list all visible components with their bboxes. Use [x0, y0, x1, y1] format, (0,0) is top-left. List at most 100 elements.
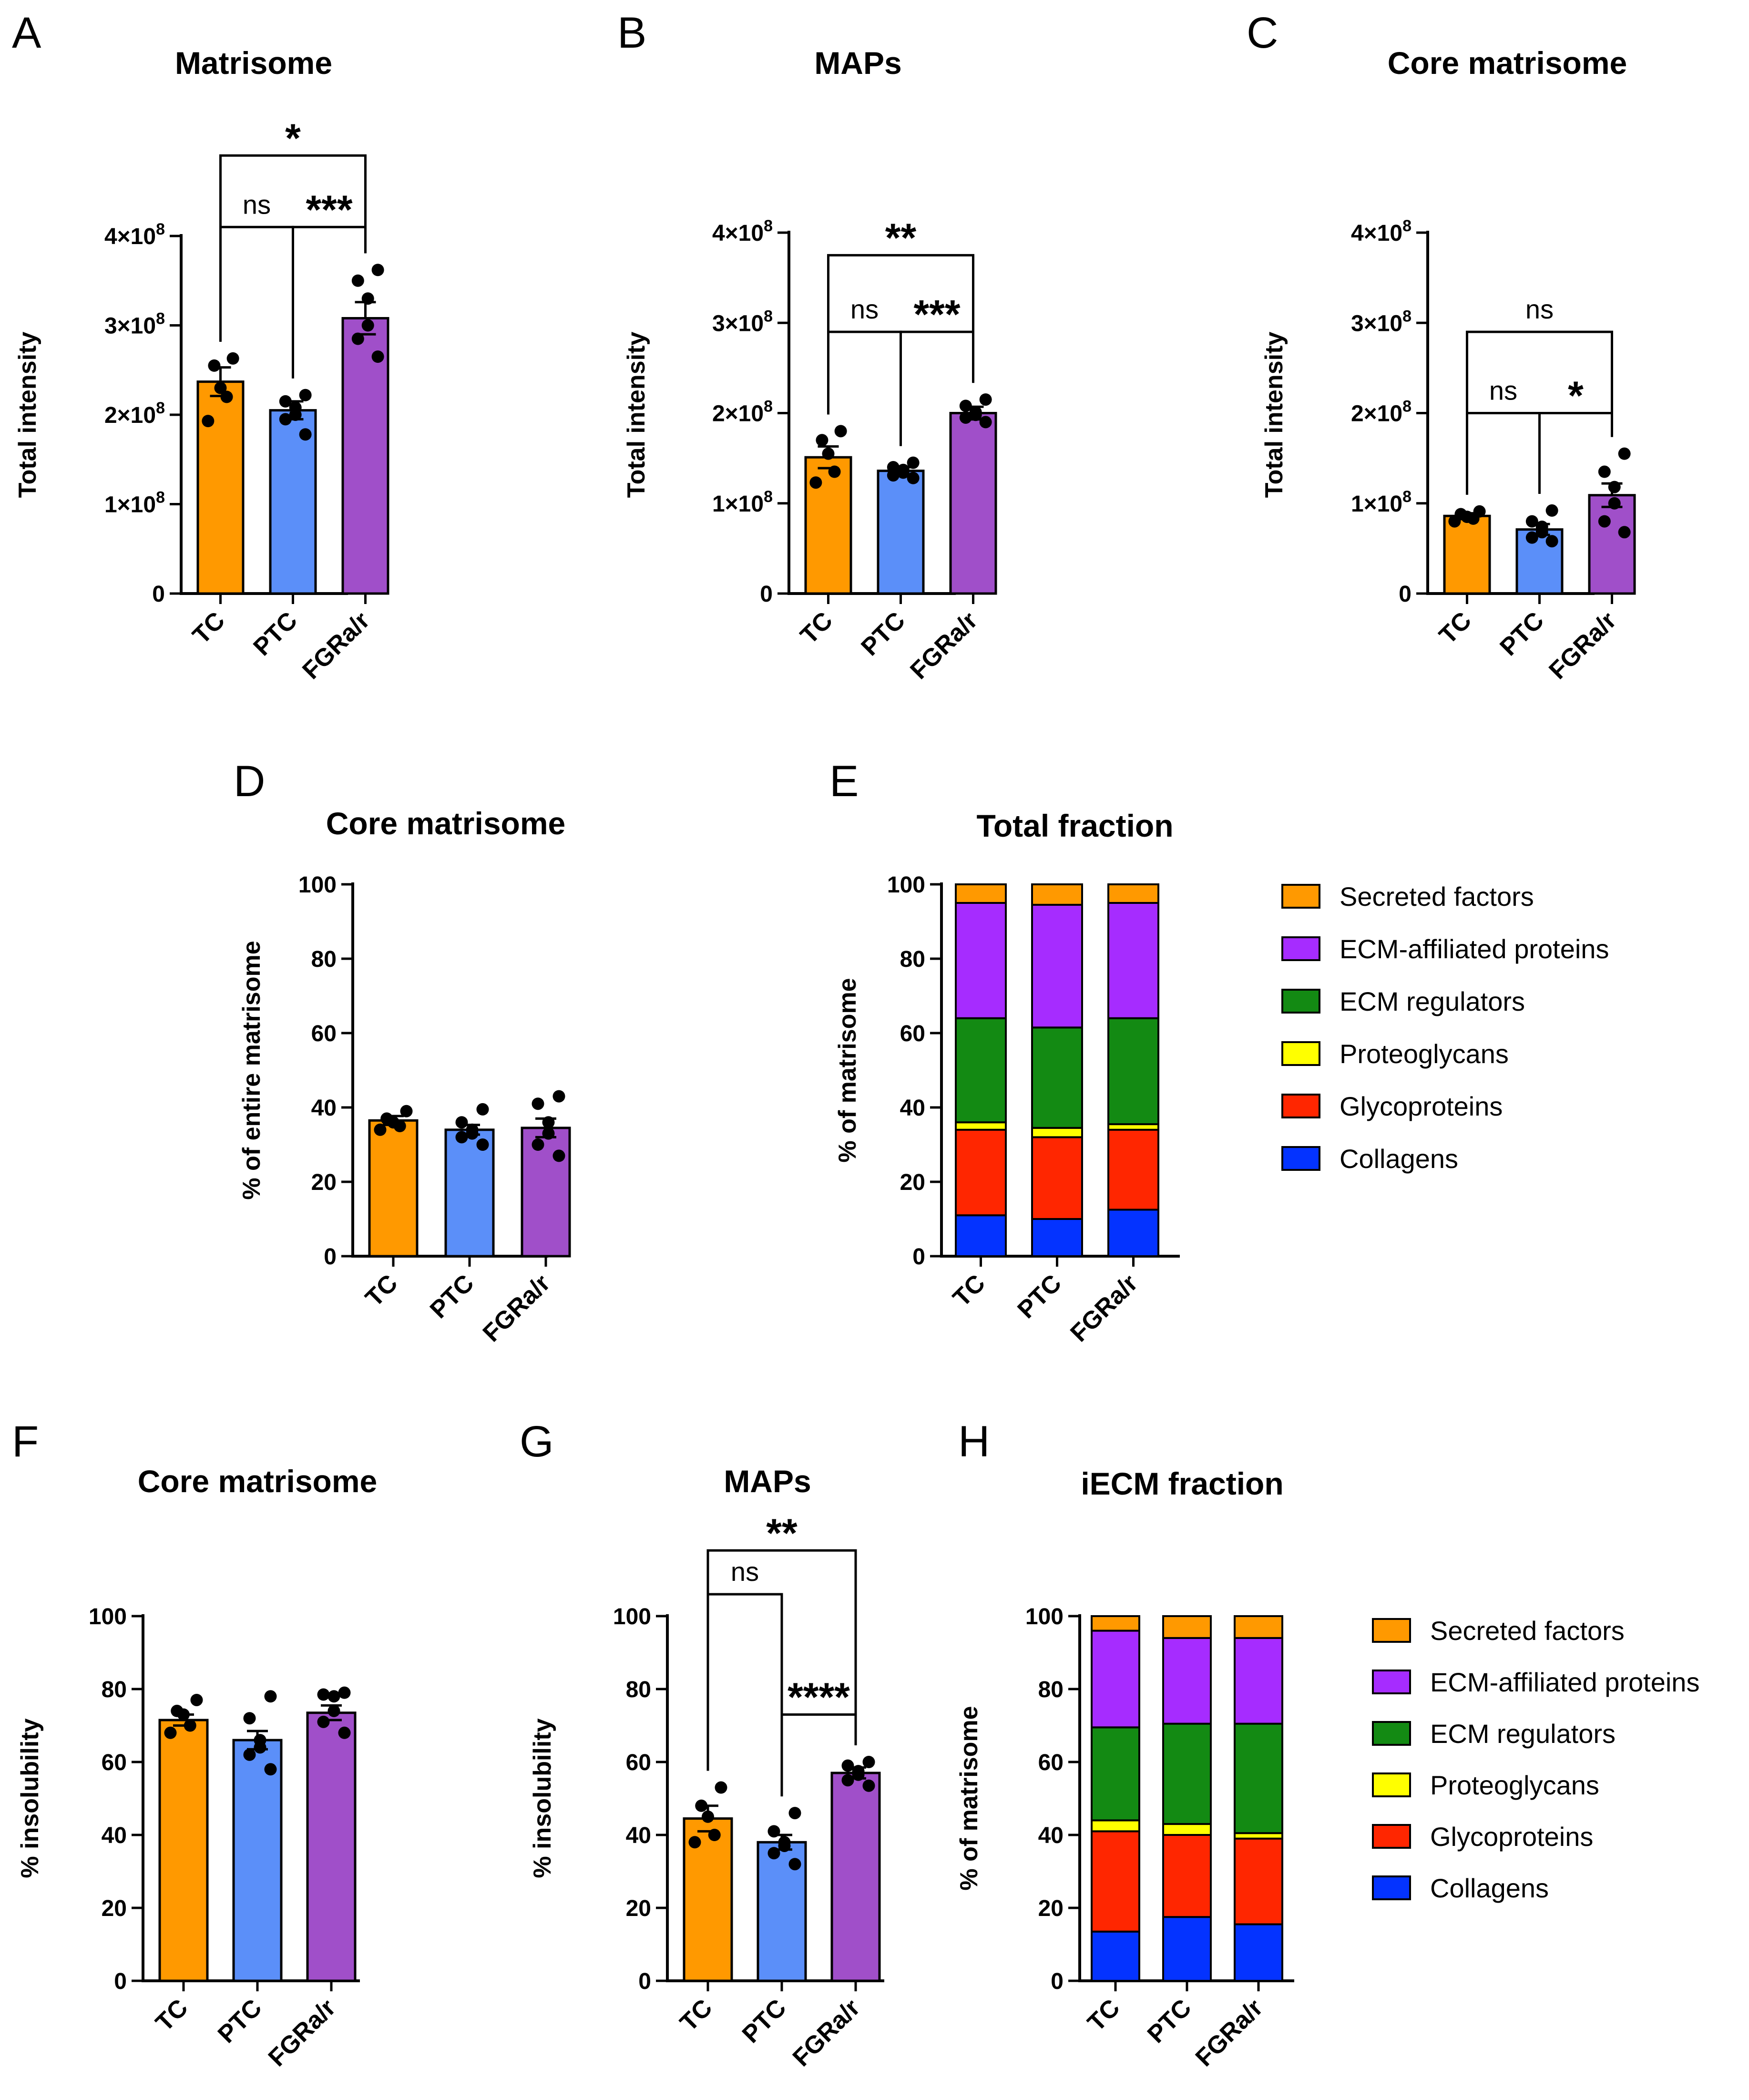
stacked-segment: [1031, 883, 1083, 906]
significance-bracket: ns: [219, 189, 294, 379]
y-axis-label: % insolubility: [529, 1718, 556, 1878]
y-tick-label: 0: [114, 1969, 127, 1994]
panel-title: MAPs: [814, 45, 901, 81]
stacked-segment: [1091, 1819, 1140, 1833]
y-tick-label: 0: [912, 1244, 925, 1270]
data-point: [841, 1774, 854, 1787]
data-point: [862, 1756, 875, 1768]
significance-label: ns: [1525, 294, 1554, 324]
stacked-segment: [1091, 1629, 1140, 1729]
data-point: [959, 411, 972, 424]
legend-swatch: [1372, 1618, 1411, 1643]
legend-item: ECM regulators: [1372, 1719, 1616, 1749]
stacked-segment: [1107, 1017, 1159, 1126]
stacked-segment: [1031, 1136, 1083, 1220]
significance-label: ns: [850, 294, 879, 324]
bar: [877, 470, 925, 595]
panel-title: MAPs: [724, 1464, 811, 1499]
panel-B: B MAPs Total intensity 0 1×108 2×108 3×108 4×10…: [617, 9, 997, 685]
y-tick-label: 0: [1051, 1969, 1064, 1994]
data-point: [1618, 526, 1631, 539]
x-tick-label: PTC: [856, 606, 910, 661]
data-point: [907, 471, 920, 484]
data-point: [969, 409, 982, 421]
y-tick-label: 0: [760, 582, 773, 607]
panel-letter: G: [520, 1417, 554, 1466]
bar: [341, 317, 389, 595]
panel-A: A Matrisome Total intensity 0 1×108 2×108 3×10…: [12, 9, 389, 685]
data-point: [374, 1123, 387, 1136]
stacked-segment: [1162, 1637, 1212, 1725]
bar: [158, 1719, 209, 1982]
bar: [306, 1711, 357, 1982]
panel-title: Total fraction: [976, 808, 1173, 843]
y-tick-label: 40: [1038, 1823, 1064, 1848]
y-tick-label: 60: [102, 1750, 127, 1775]
y-axis-label: % insolubility: [16, 1718, 44, 1878]
x-tick-label: PTC: [213, 1994, 267, 2049]
data-point: [979, 393, 992, 406]
y-tick-label: 100: [887, 872, 925, 898]
stacked-segment: [1031, 1026, 1083, 1129]
bracket-line: [706, 1549, 857, 1771]
data-point: [243, 1748, 256, 1761]
data-point: [1545, 504, 1558, 517]
legend-label: ECM regulators: [1430, 1719, 1616, 1749]
data-point: [1598, 515, 1611, 528]
bar: [949, 412, 997, 595]
legend: Secreted factors ECM-affiliated proteins E…: [1281, 881, 1609, 1174]
legend-swatch: [1372, 1721, 1411, 1746]
data-point: [715, 1781, 727, 1794]
significance-label: ***: [913, 292, 960, 337]
stacked-segment: [1107, 1209, 1159, 1257]
significance-label: ***: [306, 187, 352, 232]
legend-label: ECM-affiliated proteins: [1340, 934, 1609, 964]
data-point: [887, 469, 900, 482]
data-point: [816, 434, 828, 447]
legend-swatch: [1372, 1772, 1411, 1797]
bar: [444, 1128, 495, 1258]
data-point: [552, 1090, 565, 1103]
stacked-segment: [1234, 1722, 1283, 1834]
data-point: [190, 1693, 203, 1706]
data-point: [1598, 465, 1611, 478]
data-point: [552, 1149, 565, 1162]
x-tick-label: FGRa/r: [1544, 606, 1622, 685]
stacked-segment: [1031, 1218, 1083, 1257]
data-point: [767, 1847, 780, 1860]
y-axis-label: Total intensity: [623, 332, 650, 498]
significance-label: ns: [731, 1557, 759, 1587]
panel-D: D Core matrisome % of entire matrisome 0 20 4…: [234, 757, 571, 1347]
y-tick-label: 40: [102, 1823, 127, 1848]
y-axis-label: % of matrisome: [955, 1706, 983, 1890]
legend-swatch: [1281, 989, 1320, 1014]
y-tick-label: 3×108: [104, 310, 165, 339]
panel-letter: H: [958, 1417, 990, 1466]
significance-label: *: [1568, 373, 1584, 418]
data-point: [214, 381, 227, 394]
y-tick-label: 20: [102, 1896, 127, 1921]
stacked-segment: [1162, 1722, 1212, 1825]
data-point: [767, 1825, 780, 1838]
x-tick-label: TC: [795, 606, 838, 649]
data-point: [708, 1829, 721, 1841]
stacked-segment: [1091, 1726, 1140, 1822]
x-tick-label: PTC: [1142, 1994, 1197, 2049]
panel-letter: B: [617, 9, 646, 57]
x-tick-label: FGRa/r: [905, 606, 983, 685]
bracket-line: [219, 154, 367, 342]
y-axis-label: Total intensity: [1260, 332, 1288, 498]
data-point: [466, 1127, 479, 1140]
panel-G: G MAPs % insolubility 0 20 40 60 80 100 TC PTCFGRa…: [520, 1417, 884, 2072]
x-tick-label: TC: [360, 1269, 403, 1312]
data-point: [177, 1708, 190, 1721]
stacked-segment: [1031, 1127, 1083, 1138]
data-point: [208, 359, 221, 372]
bar: [521, 1127, 571, 1258]
y-tick-label: 40: [311, 1096, 337, 1121]
data-point: [317, 1715, 330, 1728]
legend-label: Collagens: [1430, 1873, 1549, 1903]
y-tick-label: 2×108: [104, 399, 165, 428]
stacked-segment: [1162, 1615, 1212, 1639]
bar: [368, 1119, 419, 1258]
